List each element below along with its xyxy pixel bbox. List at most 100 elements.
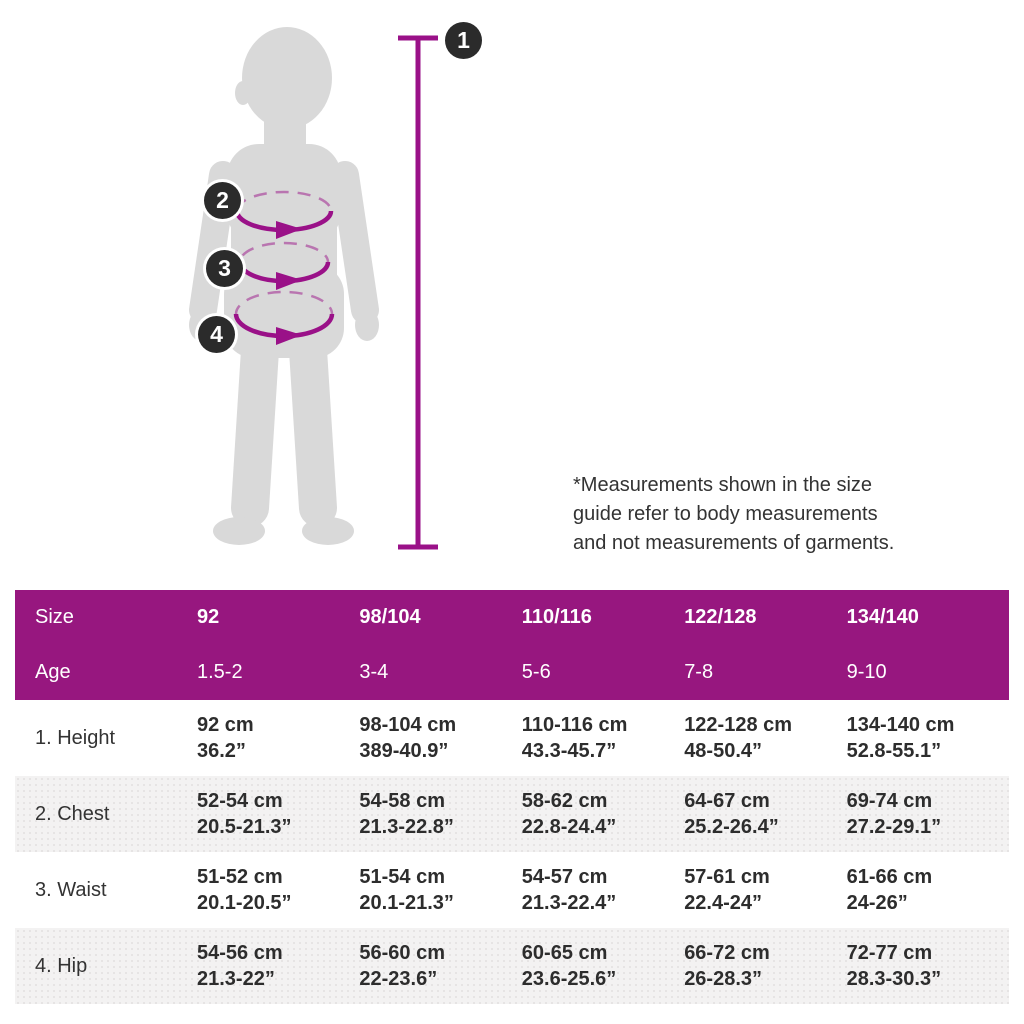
- size-label: Size: [35, 606, 74, 628]
- measurement-cell: 52-54 cm 20.5-21.3”: [197, 788, 359, 840]
- cm-value: 57-61 cm: [684, 866, 770, 888]
- table-row-chest: 2. Chest 52-54 cm 20.5-21.3” 54-58 cm 21…: [15, 776, 1009, 852]
- measurement-cell: 51-54 cm 20.1-21.3”: [359, 864, 521, 916]
- measurement-cell: 69-74 cm 27.2-29.1”: [847, 788, 1009, 840]
- measurements-note: *Measurements shown in the size guide re…: [573, 471, 953, 558]
- hip-arrow-icon: [276, 327, 302, 345]
- cm-value: 54-57 cm: [521, 866, 608, 888]
- inch-value: 24-26”: [846, 892, 908, 914]
- measurement-cell: 51-52 cm 20.1-20.5”: [197, 864, 359, 916]
- age-col-header: 3-4: [359, 661, 389, 683]
- table-row-hip: 4. Hip 54-56 cm 21.3-22” 56-60 cm 22-23.…: [15, 928, 1009, 1004]
- measurement-cell: 92 cm 36.2”: [197, 712, 359, 764]
- measurement-cell: 54-58 cm 21.3-22.8”: [359, 788, 521, 840]
- height-measure-line: [398, 35, 438, 550]
- measurement-cell: 98-104 cm 389-40.9”: [359, 712, 521, 764]
- measurement-cell: 60-65 cm 23.6-25.6”: [522, 940, 684, 992]
- waist-measure-ellipse: [237, 241, 331, 290]
- waist-badge-number: 3: [218, 255, 231, 281]
- cm-value: 54-56 cm: [197, 942, 283, 964]
- measurement-cell: 122-128 cm 48-50.4”: [684, 712, 846, 764]
- row-label: 3. Waist: [35, 878, 107, 901]
- waist-badge: 3: [206, 250, 243, 287]
- chest-arrow-icon: [276, 221, 302, 239]
- cm-value: 134-140 cm: [846, 714, 955, 736]
- age-label: Age: [35, 661, 71, 683]
- inch-value: 22.4-24”: [684, 892, 763, 914]
- hip-badge-number: 4: [210, 321, 223, 347]
- size-col-header: 122/128: [684, 606, 757, 628]
- cm-value: 64-67 cm: [684, 790, 770, 812]
- measurement-cell: 57-61 cm 22.4-24”: [684, 864, 846, 916]
- inch-value: 43.3-45.7”: [521, 740, 617, 762]
- size-table-header: Size 92 98/104 110/116 122/128 134/140 A…: [15, 590, 1009, 700]
- age-header-row: Age 1.5-2 3-4 5-6 7-8 9-10: [15, 645, 1009, 700]
- size-col-header: 92: [197, 606, 220, 628]
- cm-value: 56-60 cm: [359, 942, 446, 964]
- table-row-height: 1. Height 92 cm 36.2” 98-104 cm 389-40.9…: [15, 700, 1009, 776]
- age-col-header: 7-8: [684, 661, 714, 683]
- measurement-cell: 54-57 cm 21.3-22.4”: [522, 864, 684, 916]
- measurement-cell: 110-116 cm 43.3-45.7”: [522, 712, 684, 764]
- height-badge-number: 1: [457, 27, 470, 53]
- inch-value: 20.1-21.3”: [359, 892, 454, 914]
- inch-value: 25.2-26.4”: [684, 816, 779, 838]
- inch-value: 389-40.9”: [359, 740, 449, 762]
- measurement-cell: 66-72 cm 26-28.3”: [684, 940, 846, 992]
- cm-value: 92 cm: [197, 714, 254, 736]
- hip-measure-ellipse: [233, 290, 335, 345]
- table-row-waist: 3. Waist 51-52 cm 20.1-20.5” 51-54 cm 20…: [15, 852, 1009, 928]
- inch-value: 52.8-55.1”: [846, 740, 942, 762]
- measurement-cell: 72-77 cm 28.3-30.3”: [847, 940, 1009, 992]
- measurement-cell: 134-140 cm 52.8-55.1”: [847, 712, 1009, 764]
- inch-value: 27.2-29.1”: [846, 816, 942, 838]
- cm-value: 60-65 cm: [521, 942, 608, 964]
- inch-value: 36.2”: [197, 740, 246, 762]
- cm-value: 52-54 cm: [197, 790, 283, 812]
- cm-value: 98-104 cm: [359, 714, 457, 736]
- cm-value: 72-77 cm: [846, 942, 933, 964]
- inch-value: 20.1-20.5”: [197, 892, 292, 914]
- inch-value: 21.3-22”: [197, 968, 275, 990]
- inch-value: 28.3-30.3”: [846, 968, 942, 990]
- inch-value: 26-28.3”: [684, 968, 763, 990]
- cm-value: 51-52 cm: [197, 866, 283, 888]
- chest-badge: 2: [204, 182, 241, 219]
- row-label: 2. Chest: [35, 802, 110, 825]
- inch-value: 48-50.4”: [684, 740, 763, 762]
- cm-value: 61-66 cm: [846, 866, 933, 888]
- chest-measure-ellipse: [234, 190, 334, 239]
- cm-value: 58-62 cm: [521, 790, 608, 812]
- inch-value: 21.3-22.8”: [359, 816, 454, 838]
- measurement-cell: 64-67 cm 25.2-26.4”: [684, 788, 846, 840]
- size-col-header: 134/140: [846, 606, 919, 628]
- inch-value: 22.8-24.4”: [521, 816, 617, 838]
- measurement-cell: 56-60 cm 22-23.6”: [359, 940, 521, 992]
- measurement-cell: 61-66 cm 24-26”: [847, 864, 1009, 916]
- cm-value: 69-74 cm: [846, 790, 933, 812]
- cm-value: 54-58 cm: [359, 790, 446, 812]
- age-col-header: 5-6: [521, 661, 551, 683]
- row-label: 4. Hip: [35, 954, 88, 977]
- row-label: 1. Height: [35, 726, 116, 749]
- measurement-cell: 54-56 cm 21.3-22”: [197, 940, 359, 992]
- cm-value: 122-128 cm: [684, 714, 793, 736]
- size-col-header: 98/104: [359, 606, 421, 628]
- inch-value: 22-23.6”: [359, 968, 438, 990]
- note-line: guide refer to body measurements: [573, 503, 878, 525]
- size-table: Size 92 98/104 110/116 122/128 134/140 A…: [15, 590, 1009, 1004]
- inch-value: 20.5-21.3”: [197, 816, 292, 838]
- age-col-header: 9-10: [846, 661, 887, 683]
- cm-value: 110-116 cm: [521, 714, 628, 736]
- cm-value: 66-72 cm: [684, 942, 770, 964]
- size-header-row: Size 92 98/104 110/116 122/128 134/140: [15, 590, 1009, 645]
- note-line: *Measurements shown in the size: [573, 474, 873, 496]
- height-badge: 1: [445, 22, 482, 59]
- measurement-cell: 58-62 cm 22.8-24.4”: [522, 788, 684, 840]
- inch-value: 23.6-25.6”: [521, 968, 617, 990]
- size-col-header: 110/116: [521, 606, 592, 628]
- chest-badge-number: 2: [216, 187, 229, 213]
- age-col-header: 1.5-2: [197, 661, 243, 683]
- hip-badge: 4: [198, 316, 235, 353]
